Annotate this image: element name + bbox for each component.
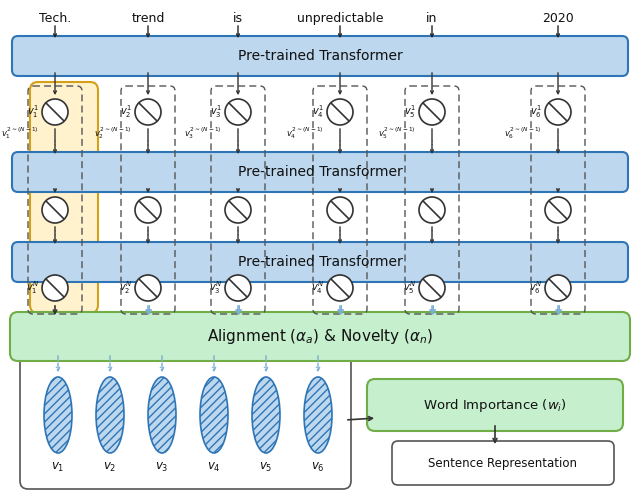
Text: ⋮: ⋮	[333, 139, 346, 152]
Circle shape	[135, 197, 161, 223]
Text: $v^N_{1}$: $v^N_{1}$	[26, 279, 39, 296]
Text: ⋮: ⋮	[49, 139, 61, 152]
Text: $v^1_{3}$: $v^1_{3}$	[210, 104, 222, 121]
Text: Tech.: Tech.	[39, 12, 71, 25]
Text: $v_4$: $v_4$	[207, 461, 221, 474]
Text: Pre-trained Transformer: Pre-trained Transformer	[237, 255, 403, 269]
Text: $v^{2\sim(N-1)}_{5}$: $v^{2\sim(N-1)}_{5}$	[378, 126, 416, 141]
Text: is: is	[233, 12, 243, 25]
Text: ⋮: ⋮	[232, 139, 244, 152]
FancyBboxPatch shape	[12, 242, 628, 282]
Circle shape	[225, 275, 251, 301]
Circle shape	[545, 275, 571, 301]
Circle shape	[419, 99, 445, 125]
Text: $v_6$: $v_6$	[311, 461, 325, 474]
FancyBboxPatch shape	[12, 36, 628, 76]
Text: $v^1_{1}$: $v^1_{1}$	[27, 104, 39, 121]
Text: $v^{2\sim(N-1)}_{3}$: $v^{2\sim(N-1)}_{3}$	[184, 126, 222, 141]
Text: $v^{2\sim(N-1)}_{6}$: $v^{2\sim(N-1)}_{6}$	[504, 126, 542, 141]
Circle shape	[135, 99, 161, 125]
Text: Pre-trained Transformer: Pre-trained Transformer	[237, 165, 403, 179]
Ellipse shape	[148, 377, 176, 453]
Text: unpredictable: unpredictable	[297, 12, 383, 25]
Text: $v^{2\sim(N-1)}_{4}$: $v^{2\sim(N-1)}_{4}$	[286, 126, 324, 141]
Text: ⋮: ⋮	[49, 229, 61, 242]
Circle shape	[327, 275, 353, 301]
Text: $v^N_{3}$: $v^N_{3}$	[209, 279, 222, 296]
Text: ⋮: ⋮	[552, 139, 564, 152]
Text: Alignment ($\alpha_a$) & Novelty ($\alpha_n$): Alignment ($\alpha_a$) & Novelty ($\alph…	[207, 327, 433, 346]
Circle shape	[545, 197, 571, 223]
Circle shape	[545, 99, 571, 125]
Text: 2020: 2020	[542, 12, 574, 25]
Text: ⋮: ⋮	[141, 229, 154, 242]
Circle shape	[327, 197, 353, 223]
Ellipse shape	[252, 377, 280, 453]
Text: ⋮: ⋮	[552, 229, 564, 242]
Circle shape	[225, 197, 251, 223]
Text: ⋮: ⋮	[426, 139, 438, 152]
Text: $v^{2\sim(N-1)}_{1}$: $v^{2\sim(N-1)}_{1}$	[1, 126, 39, 141]
Circle shape	[135, 275, 161, 301]
Text: $v^N_{4}$: $v^N_{4}$	[311, 279, 324, 296]
Circle shape	[419, 197, 445, 223]
Text: ⋮: ⋮	[333, 229, 346, 242]
Ellipse shape	[304, 377, 332, 453]
Ellipse shape	[44, 377, 72, 453]
Text: ⋮: ⋮	[426, 229, 438, 242]
Text: $v_3$: $v_3$	[156, 461, 169, 474]
Text: $v^1_{2}$: $v^1_{2}$	[120, 104, 132, 121]
Circle shape	[42, 275, 68, 301]
Ellipse shape	[200, 377, 228, 453]
Text: $v^1_{5}$: $v^1_{5}$	[404, 104, 416, 121]
FancyBboxPatch shape	[367, 379, 623, 431]
Text: Pre-trained Transformer: Pre-trained Transformer	[237, 49, 403, 63]
Text: Sentence Representation: Sentence Representation	[429, 457, 577, 469]
FancyBboxPatch shape	[392, 441, 614, 485]
Circle shape	[327, 99, 353, 125]
Circle shape	[225, 99, 251, 125]
Text: $v_1$: $v_1$	[51, 461, 65, 474]
Text: in: in	[426, 12, 438, 25]
Circle shape	[42, 99, 68, 125]
Circle shape	[42, 197, 68, 223]
Text: ⋮: ⋮	[232, 229, 244, 242]
FancyBboxPatch shape	[12, 152, 628, 192]
Text: $v_2$: $v_2$	[103, 461, 116, 474]
FancyBboxPatch shape	[20, 355, 351, 489]
Circle shape	[419, 275, 445, 301]
Text: $v^N_{5}$: $v^N_{5}$	[403, 279, 416, 296]
Text: $v^1_{6}$: $v^1_{6}$	[530, 104, 542, 121]
Ellipse shape	[96, 377, 124, 453]
FancyBboxPatch shape	[30, 82, 98, 313]
Text: ⋮: ⋮	[141, 139, 154, 152]
Text: trend: trend	[131, 12, 164, 25]
Text: $v^1_{4}$: $v^1_{4}$	[312, 104, 324, 121]
FancyBboxPatch shape	[10, 312, 630, 361]
Text: $v^{2\sim(N-1)}_{2}$: $v^{2\sim(N-1)}_{2}$	[94, 126, 132, 141]
Text: $v^N_{2}$: $v^N_{2}$	[119, 279, 132, 296]
Text: $v^N_{6}$: $v^N_{6}$	[529, 279, 542, 296]
Text: $v_5$: $v_5$	[259, 461, 273, 474]
Text: Word Importance ($w_i$): Word Importance ($w_i$)	[423, 397, 567, 413]
